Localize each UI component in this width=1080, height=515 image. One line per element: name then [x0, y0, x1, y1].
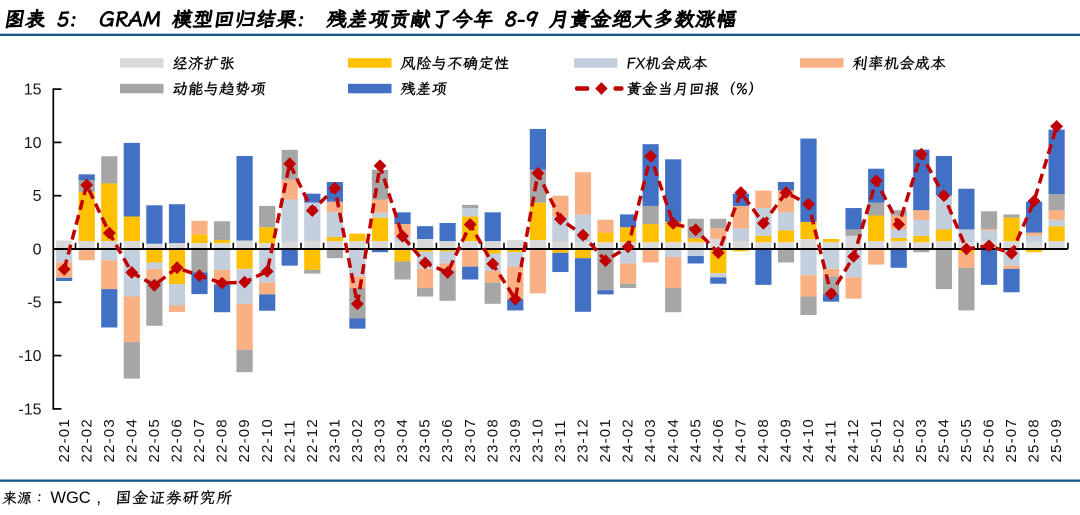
svg-text:-10: -10 [18, 348, 41, 365]
svg-text:22-02: 22-02 [78, 418, 95, 462]
svg-text:25-02: 25-02 [890, 418, 907, 462]
svg-text:24-05: 24-05 [687, 418, 704, 462]
svg-text:22-04: 22-04 [123, 418, 140, 462]
svg-text:WGC: WGC [50, 489, 90, 507]
svg-text:24-08: 24-08 [755, 418, 772, 462]
svg-text:22-01: 22-01 [56, 418, 73, 462]
svg-text:22-07: 22-07 [191, 418, 208, 462]
svg-text:24-09: 24-09 [778, 418, 795, 462]
svg-text:24-02: 24-02 [620, 418, 637, 462]
svg-text:22-05: 22-05 [146, 418, 163, 462]
svg-text:24-06: 24-06 [710, 418, 727, 462]
svg-text:24-12: 24-12 [845, 418, 862, 462]
svg-text:23-01: 23-01 [327, 418, 344, 462]
svg-text:10: 10 [24, 135, 42, 152]
svg-text:23-04: 23-04 [394, 418, 411, 462]
svg-text:23-05: 23-05 [417, 418, 434, 462]
svg-text:25-01: 25-01 [868, 418, 885, 462]
svg-text:24-04: 24-04 [665, 418, 682, 462]
svg-text:25-06: 25-06 [981, 418, 998, 462]
svg-text:0: 0 [33, 241, 42, 258]
svg-text:24-10: 24-10 [800, 418, 817, 462]
svg-text:23-09: 23-09 [507, 418, 524, 462]
svg-text:24-07: 24-07 [733, 418, 750, 462]
svg-text:23-06: 23-06 [439, 418, 456, 462]
svg-text:23-07: 23-07 [462, 418, 479, 462]
svg-text:22-06: 22-06 [169, 418, 186, 462]
svg-text:25-07: 25-07 [1003, 418, 1020, 462]
svg-text:23-10: 23-10 [530, 418, 547, 462]
svg-text:23-03: 23-03 [372, 418, 389, 462]
svg-text:22-03: 22-03 [101, 418, 118, 462]
svg-text:23-02: 23-02 [349, 418, 366, 462]
svg-text:22-08: 22-08 [214, 418, 231, 462]
svg-text:22-10: 22-10 [259, 418, 276, 462]
svg-text:-15: -15 [18, 401, 41, 418]
svg-text:24-01: 24-01 [597, 418, 614, 462]
svg-text:23-12: 23-12 [575, 418, 592, 462]
svg-text:-5: -5 [27, 295, 41, 312]
svg-text:22-12: 22-12 [304, 418, 321, 462]
svg-text:25-08: 25-08 [1026, 418, 1043, 462]
svg-text:25-09: 25-09 [1048, 418, 1065, 462]
svg-text:25-05: 25-05 [958, 418, 975, 462]
svg-text:5: 5 [33, 188, 42, 205]
svg-text:22-11: 22-11 [281, 419, 298, 462]
svg-text:,: , [96, 489, 101, 507]
svg-text:25-03: 25-03 [913, 418, 930, 462]
svg-text:24-11: 24-11 [823, 419, 840, 462]
svg-text:23-11: 23-11 [552, 419, 569, 462]
svg-text:22-09: 22-09 [236, 418, 253, 462]
svg-text:25-04: 25-04 [936, 418, 953, 462]
svg-text:24-03: 24-03 [642, 418, 659, 462]
svg-text:23-08: 23-08 [484, 418, 501, 462]
svg-text:15: 15 [24, 82, 42, 99]
